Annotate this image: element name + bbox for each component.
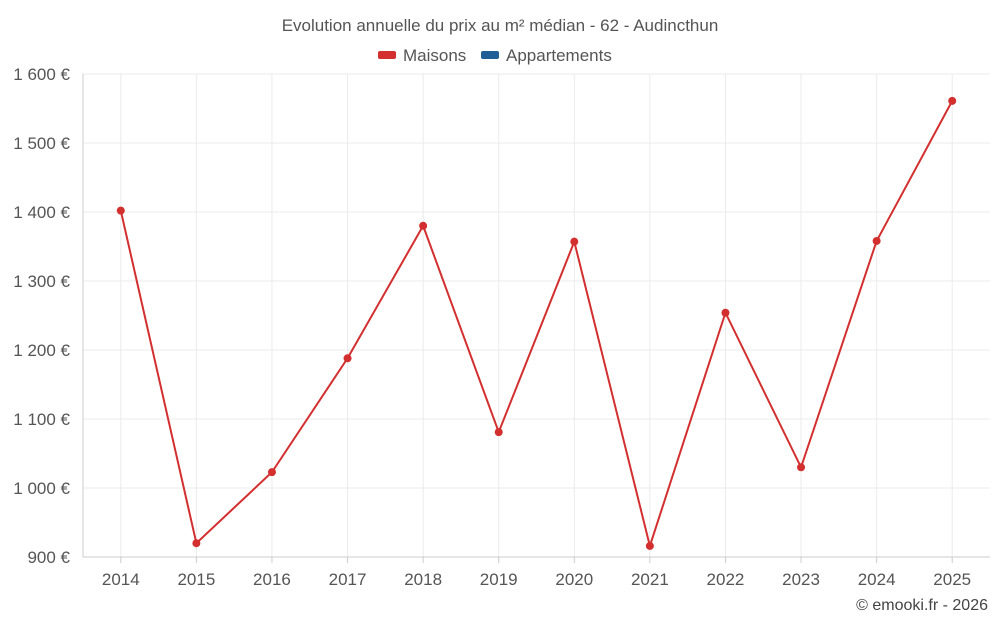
data-point[interactable] (116, 206, 125, 215)
y-tick-label: 1 300 € (13, 272, 70, 291)
y-tick-label: 1 400 € (13, 203, 70, 222)
data-point[interactable] (721, 308, 730, 317)
grid (83, 73, 990, 557)
data-point[interactable] (494, 428, 503, 437)
x-tick-label: 2018 (404, 570, 442, 589)
x-tick-label: 2021 (631, 570, 669, 589)
legend-swatch-appartements (481, 51, 499, 59)
y-tick-label: 1 500 € (13, 134, 70, 153)
data-point[interactable] (570, 237, 579, 246)
x-tick-label: 2019 (480, 570, 518, 589)
chart-title: Evolution annuelle du prix au m² médian … (282, 16, 719, 35)
x-tick-label: 2024 (858, 570, 896, 589)
x-tick-label: 2014 (102, 570, 140, 589)
series (116, 96, 957, 550)
series-line-maisons (119, 100, 954, 550)
data-point[interactable] (645, 541, 654, 550)
axes: 900 € 1 000 € 1 100 € 1 200 € 1 300 € 1 400 €… (13, 65, 990, 589)
y-tick-label: 1 600 € (13, 65, 70, 84)
legend-swatch-maisons (378, 51, 396, 59)
data-point[interactable] (419, 221, 428, 230)
legend-item-maisons[interactable]: Maisons (378, 46, 466, 65)
x-tick-label: 2025 (933, 570, 971, 589)
y-tick-label: 1 000 € (13, 479, 70, 498)
y-tick-label: 1 100 € (13, 410, 70, 429)
data-point[interactable] (948, 96, 957, 105)
credit-text: © emooki.fr - 2026 (856, 597, 988, 614)
data-point[interactable] (872, 236, 881, 245)
data-point[interactable] (192, 539, 201, 548)
x-tick-label: 2016 (253, 570, 291, 589)
data-point[interactable] (343, 354, 352, 363)
x-tick-label: 2022 (707, 570, 745, 589)
legend-label-appartements: Appartements (506, 46, 612, 65)
x-tick-label: 2017 (329, 570, 367, 589)
legend-label-maisons: Maisons (403, 46, 466, 65)
x-tick-label: 2020 (555, 570, 593, 589)
x-tick-label: 2023 (782, 570, 820, 589)
data-point[interactable] (797, 463, 806, 472)
y-tick-label: 1 200 € (13, 341, 70, 360)
y-tick-label: 900 € (27, 548, 70, 567)
x-tick-label: 2015 (177, 570, 215, 589)
data-point[interactable] (267, 468, 276, 477)
legend: Maisons Appartements (378, 46, 612, 65)
legend-item-appartements[interactable]: Appartements (481, 46, 612, 65)
